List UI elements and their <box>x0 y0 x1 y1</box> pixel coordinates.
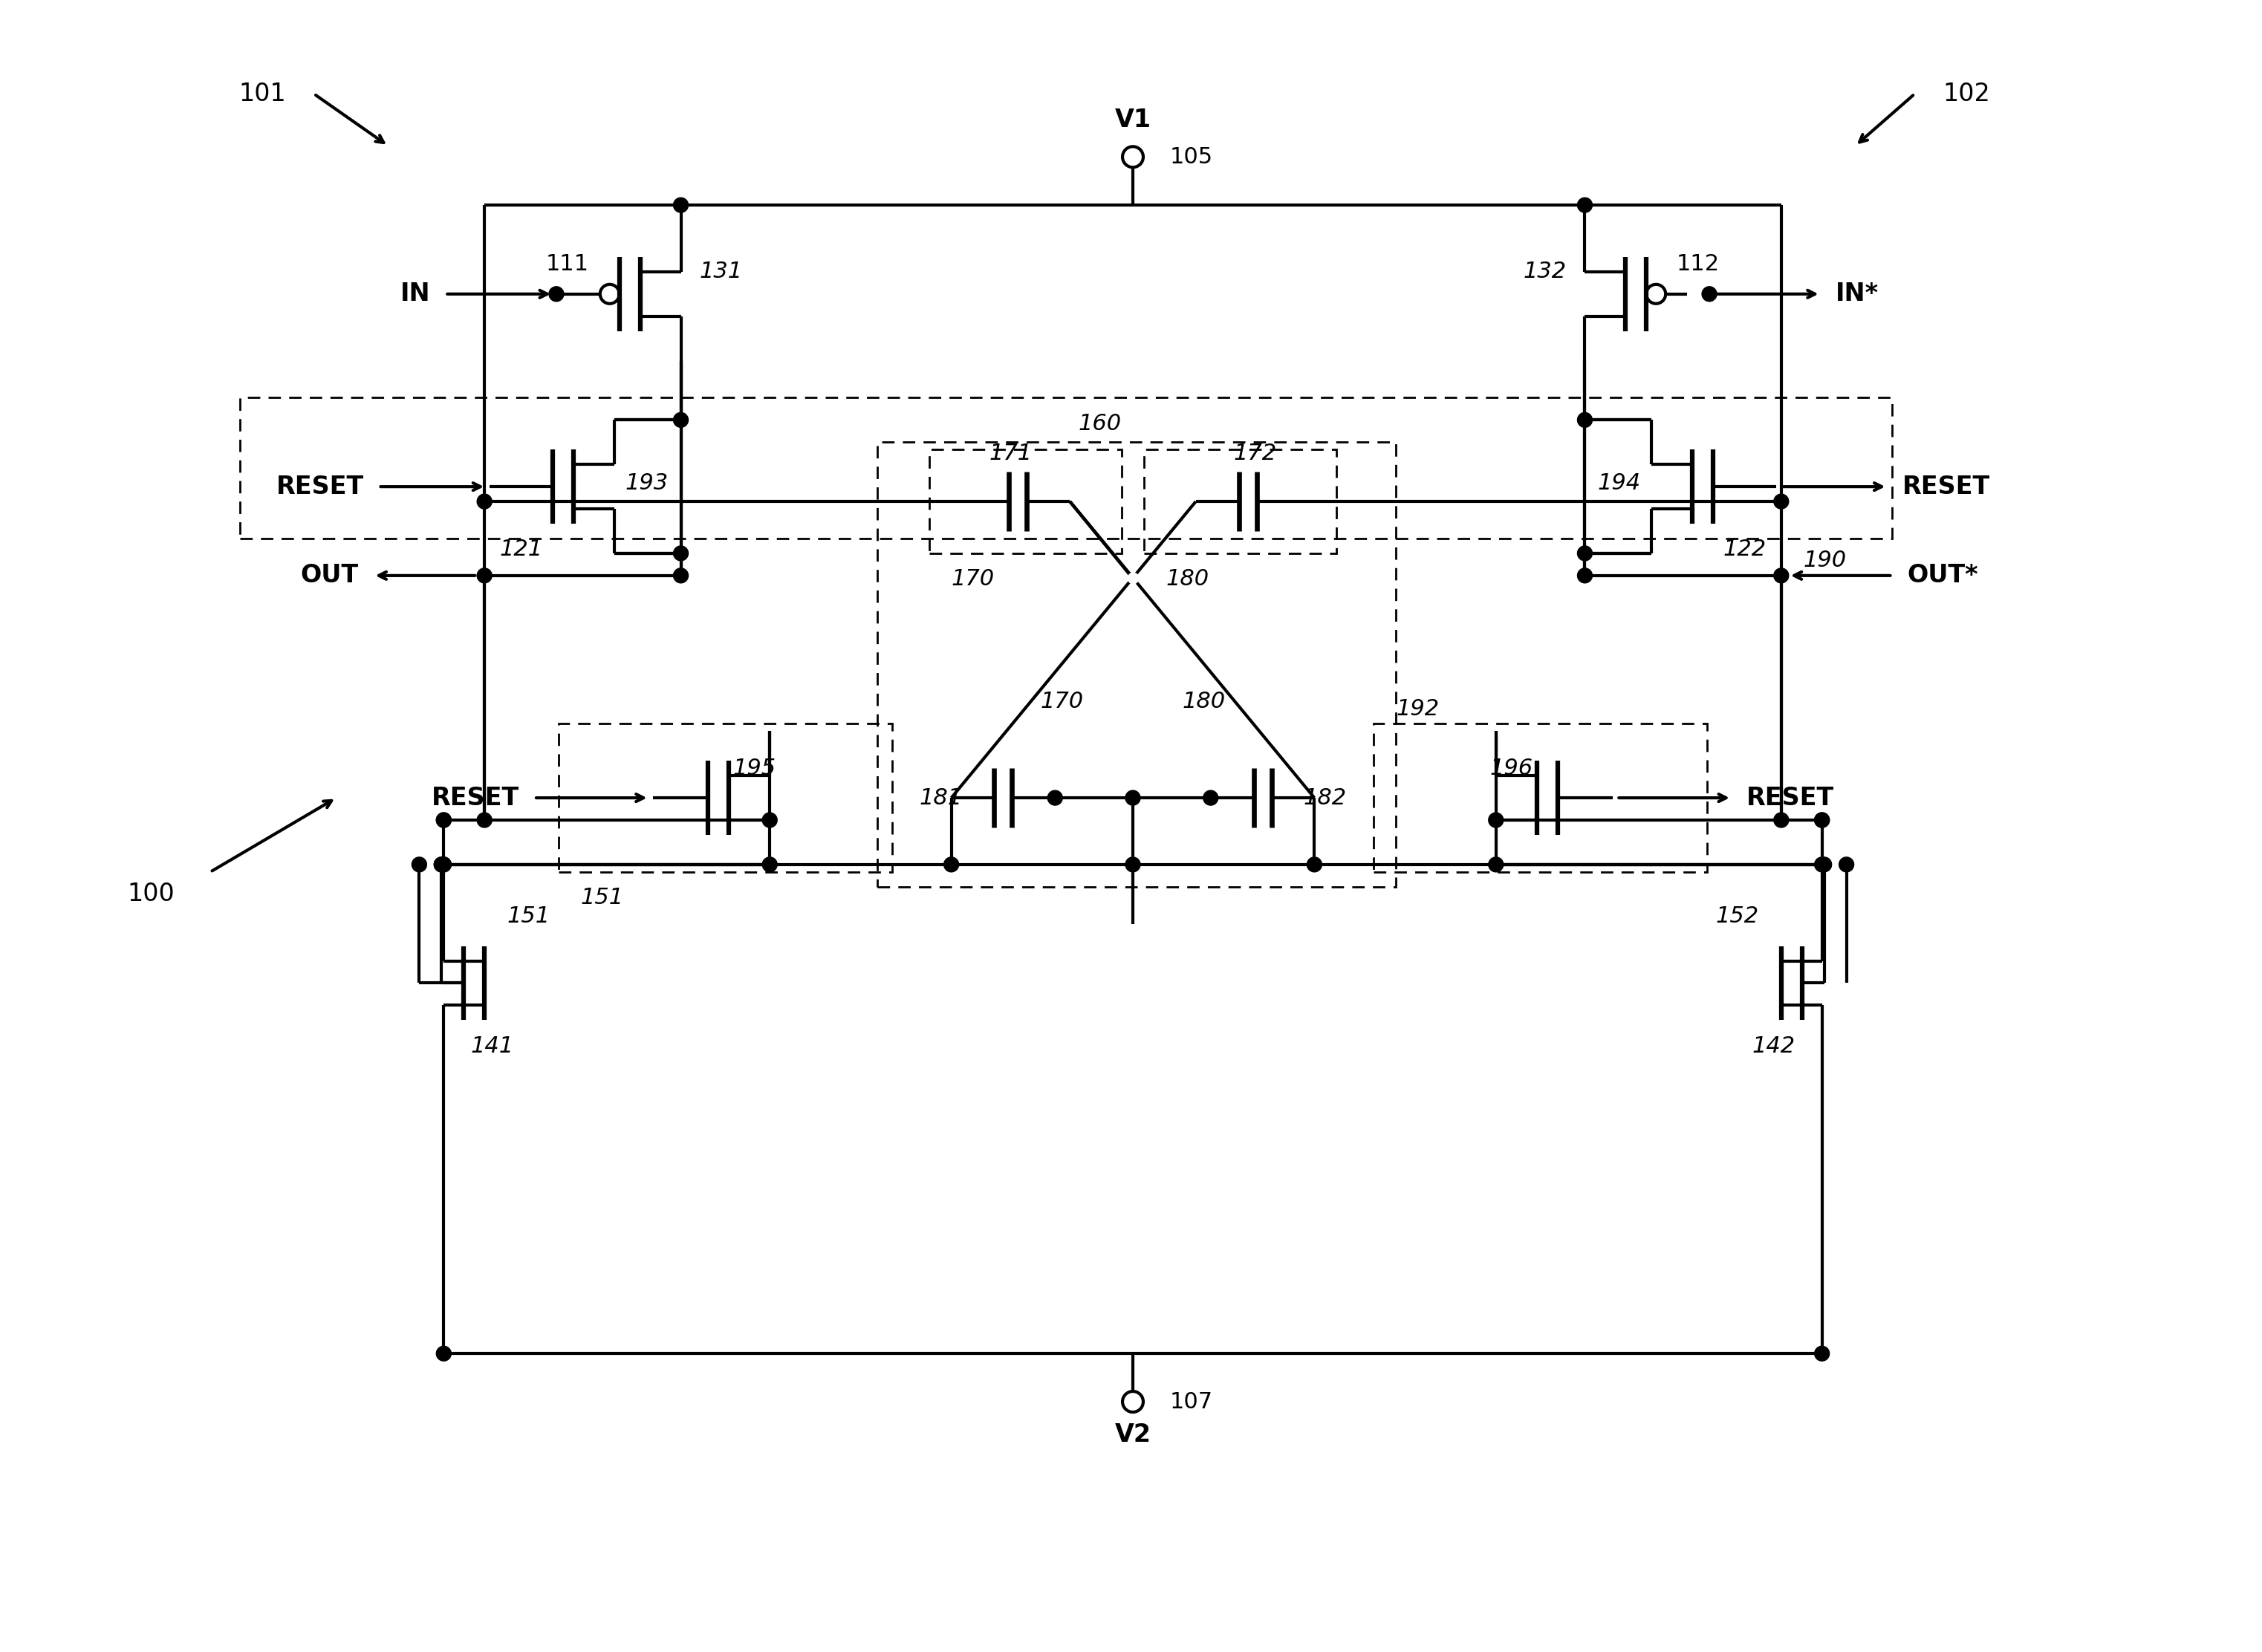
Circle shape <box>1701 286 1717 301</box>
Circle shape <box>437 813 450 828</box>
Circle shape <box>1126 857 1140 872</box>
Circle shape <box>1773 568 1789 583</box>
Text: 182: 182 <box>1303 786 1346 808</box>
Circle shape <box>1814 857 1830 872</box>
Circle shape <box>437 857 450 872</box>
Text: RESET: RESET <box>276 474 364 499</box>
Circle shape <box>762 857 778 872</box>
Bar <box>559 724 891 872</box>
Bar <box>1145 449 1337 553</box>
Circle shape <box>674 198 688 213</box>
Text: 151: 151 <box>581 887 624 909</box>
Circle shape <box>434 857 448 872</box>
Text: RESET: RESET <box>1902 474 1991 499</box>
Text: RESET: RESET <box>432 786 520 809</box>
Text: 172: 172 <box>1233 443 1276 464</box>
Circle shape <box>1203 790 1217 805</box>
Circle shape <box>437 1346 450 1361</box>
Text: 196: 196 <box>1491 757 1534 780</box>
Bar <box>878 443 1396 887</box>
Text: 142: 142 <box>1753 1036 1796 1057</box>
Text: OUT*: OUT* <box>1907 563 1979 588</box>
Circle shape <box>412 857 428 872</box>
Text: 180: 180 <box>1183 691 1226 712</box>
Text: IN: IN <box>400 282 430 306</box>
Text: V1: V1 <box>1115 107 1151 132</box>
Text: 181: 181 <box>918 786 961 808</box>
Text: 132: 132 <box>1522 261 1565 282</box>
Circle shape <box>437 813 450 828</box>
Bar <box>1373 724 1708 872</box>
Circle shape <box>1488 813 1504 828</box>
Text: 121: 121 <box>500 539 543 560</box>
Circle shape <box>1577 413 1592 428</box>
Text: 100: 100 <box>127 882 174 907</box>
Text: 131: 131 <box>699 261 742 282</box>
Text: 152: 152 <box>1717 905 1760 927</box>
Circle shape <box>1773 813 1789 828</box>
Circle shape <box>477 568 491 583</box>
Circle shape <box>437 857 450 872</box>
Text: 170: 170 <box>1041 691 1083 712</box>
Text: 171: 171 <box>988 443 1031 464</box>
Text: IN*: IN* <box>1834 282 1877 306</box>
Circle shape <box>550 286 563 301</box>
Circle shape <box>1773 494 1789 509</box>
Circle shape <box>477 813 491 828</box>
Circle shape <box>1307 857 1321 872</box>
Text: 160: 160 <box>1079 413 1122 434</box>
Text: 194: 194 <box>1597 472 1640 494</box>
Circle shape <box>1577 568 1592 583</box>
Circle shape <box>1577 198 1592 213</box>
Circle shape <box>1577 545 1592 560</box>
Circle shape <box>1814 813 1830 828</box>
Text: 141: 141 <box>470 1036 513 1057</box>
Text: 190: 190 <box>1803 550 1846 572</box>
Circle shape <box>1126 790 1140 805</box>
Text: OUT: OUT <box>301 563 357 588</box>
Circle shape <box>477 494 491 509</box>
Circle shape <box>1122 147 1142 167</box>
Text: 107: 107 <box>1169 1391 1212 1412</box>
Text: 102: 102 <box>1943 81 1991 106</box>
Text: 105: 105 <box>1169 145 1212 169</box>
Circle shape <box>1814 1346 1830 1361</box>
Text: RESET: RESET <box>1746 786 1834 809</box>
Circle shape <box>1488 857 1504 872</box>
Text: 111: 111 <box>545 254 588 276</box>
Circle shape <box>1839 857 1855 872</box>
Text: V2: V2 <box>1115 1422 1151 1447</box>
Circle shape <box>674 545 688 560</box>
Text: 195: 195 <box>733 757 776 780</box>
Circle shape <box>762 813 778 828</box>
Text: 180: 180 <box>1167 568 1210 590</box>
Circle shape <box>1122 1391 1142 1412</box>
Text: 101: 101 <box>238 81 285 106</box>
Circle shape <box>434 857 448 872</box>
Bar <box>240 398 1893 539</box>
Circle shape <box>1816 857 1832 872</box>
Text: 151: 151 <box>507 905 550 927</box>
Text: 122: 122 <box>1724 539 1767 560</box>
Circle shape <box>1047 790 1063 805</box>
Circle shape <box>674 568 688 583</box>
Circle shape <box>1814 813 1830 828</box>
Text: 170: 170 <box>952 568 995 590</box>
Text: 112: 112 <box>1676 254 1719 276</box>
Bar <box>930 449 1122 553</box>
Text: 192: 192 <box>1396 699 1439 720</box>
Circle shape <box>674 413 688 428</box>
Text: 193: 193 <box>624 472 670 494</box>
Circle shape <box>943 857 959 872</box>
